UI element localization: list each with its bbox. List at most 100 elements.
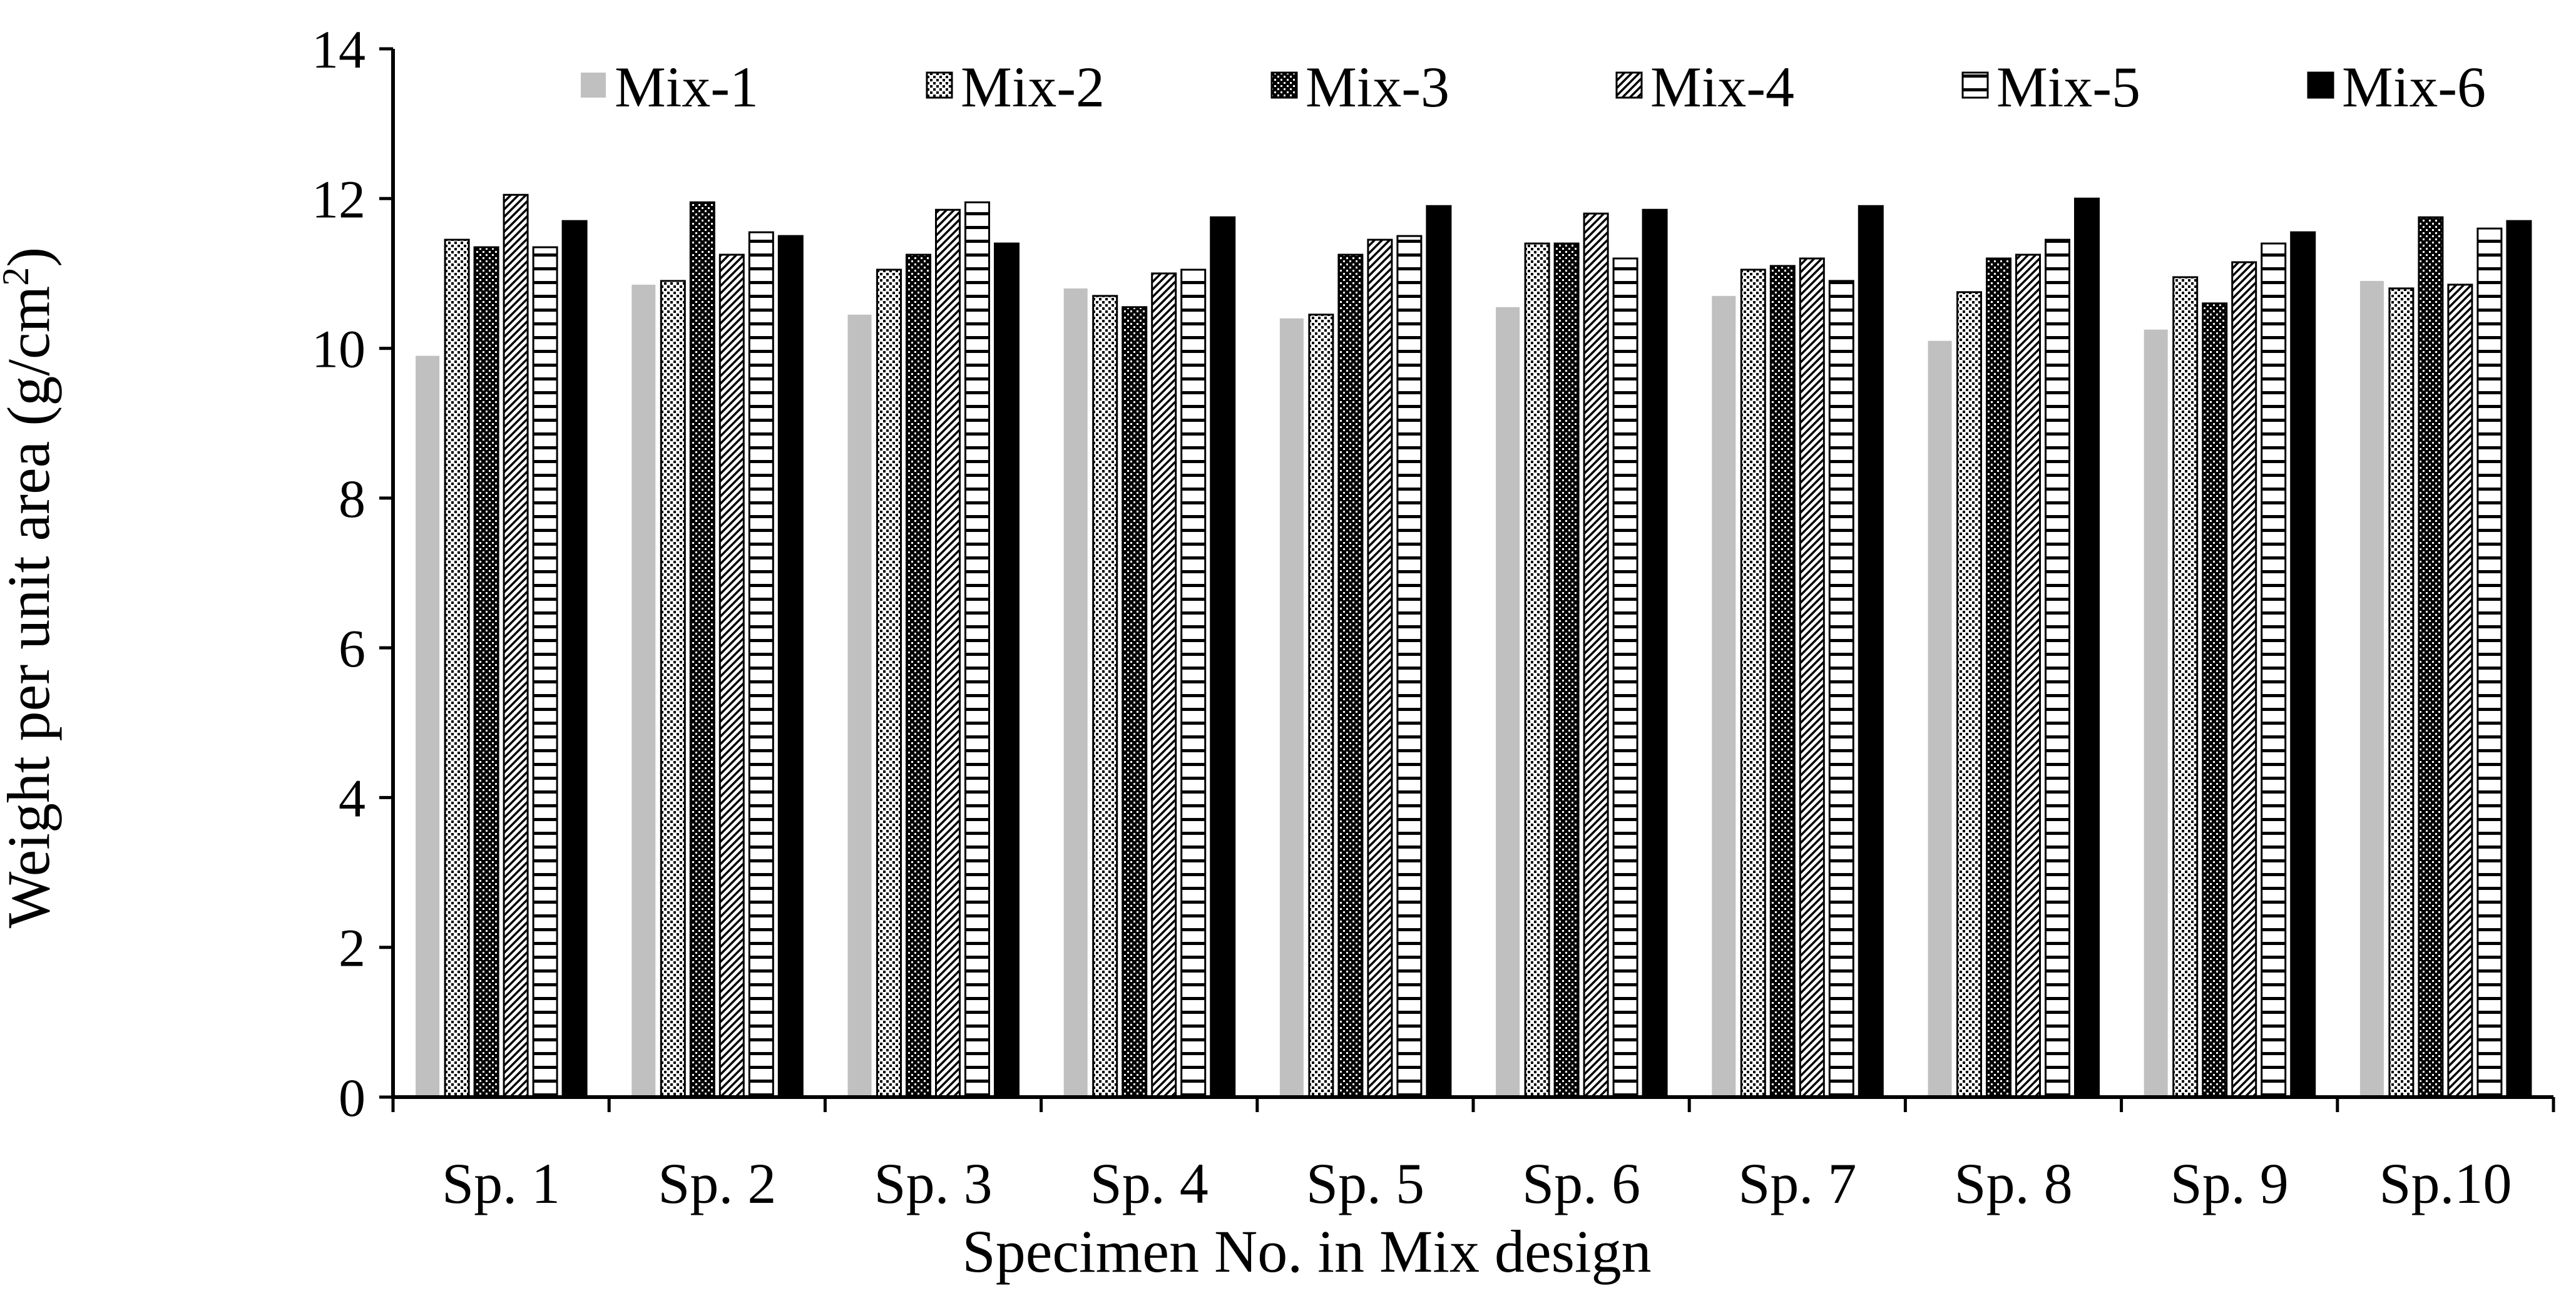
bar-mix-6-1 (561, 220, 588, 1098)
y-axis-title: Weight per unit area (g/cm2) (0, 247, 62, 928)
bar-mix-5-2 (748, 231, 774, 1098)
bar-mix-5-10 (2476, 227, 2503, 1098)
bar-mix-5-6 (1612, 257, 1638, 1098)
bar-mix-6-9 (2290, 231, 2316, 1098)
x-tick-label: Sp. 5 (1306, 1152, 1424, 1215)
x-axis-ticks: Sp. 1 Sp. 2 Sp. 3 Sp. 4 Sp. 5 Sp. 6 Sp. 7 Sp. 8… (391, 1097, 2555, 1215)
bar-mix-3-6 (1553, 242, 1580, 1098)
x-axis-title: Specimen No. in Mix design (962, 1218, 1651, 1285)
bar-mix-2-3 (876, 268, 902, 1098)
legend-label-mix-4: Mix-4 (1650, 55, 1794, 119)
bar-mix-1-1 (416, 355, 440, 1098)
bar-mix-5-1 (532, 246, 558, 1098)
legend-swatch-mix-6 (2307, 71, 2334, 99)
y-tick-label: 14 (312, 19, 365, 79)
legend-label-mix-1: Mix-1 (615, 55, 759, 119)
bar-mix-6-5 (1426, 205, 1452, 1098)
bar-mix-1-8 (1928, 340, 1952, 1097)
x-tick-label: Sp. 9 (2170, 1152, 2289, 1215)
bar-mix-4-5 (1367, 238, 1393, 1098)
bar-mix-4-8 (2015, 253, 2041, 1098)
legend-swatch-mix-1 (581, 73, 606, 98)
y-tick-label: 6 (339, 618, 365, 678)
bar-mix-6-3 (994, 242, 1020, 1098)
bar-mix-4-10 (2447, 284, 2473, 1098)
bar-mix-4-9 (2231, 261, 2257, 1098)
legend-label-mix-3: Mix-3 (1306, 55, 1449, 119)
bar-mix-6-8 (2074, 197, 2100, 1098)
bar-mix-3-2 (689, 201, 715, 1098)
y-tick-label: 0 (339, 1068, 365, 1128)
bar-mix-5-3 (964, 201, 990, 1098)
bar-mix-3-10 (2418, 216, 2444, 1098)
x-tick-label: Sp. 3 (874, 1152, 992, 1215)
legend-swatch-mix-4 (1615, 71, 1643, 99)
bar-mix-6-10 (2506, 220, 2532, 1098)
bar-mix-4-2 (718, 253, 745, 1098)
y-axis-ticks: 0 2 4 6 8 10 12 14 (312, 19, 393, 1128)
legend-label-mix-6: Mix-6 (2342, 55, 2486, 119)
bar-mix-4-7 (1799, 257, 1825, 1098)
y-tick-label: 8 (339, 469, 365, 529)
bar-mix-2-10 (2388, 287, 2415, 1098)
bar-mix-1-6 (1496, 307, 1520, 1098)
legend-swatch-mix-5 (1961, 71, 1989, 99)
y-axis-title-text: Weight per unit area (g/cm (0, 286, 62, 929)
y-tick-label: 12 (312, 169, 365, 229)
y-tick-label: 2 (339, 918, 365, 978)
y-axis-title-end: ) (0, 247, 62, 267)
legend-swatch-mix-3 (1270, 71, 1298, 99)
y-axis-title-superscript: 2 (0, 267, 36, 286)
y-tick-label: 4 (339, 768, 365, 828)
bar-mix-5-7 (1828, 280, 1854, 1098)
bar-mix-1-9 (2144, 329, 2168, 1098)
bar-mix-2-1 (444, 238, 470, 1098)
bar-mix-3-7 (1769, 265, 1796, 1098)
y-tick-label: 10 (312, 319, 365, 379)
bar-mix-4-3 (935, 208, 961, 1098)
x-tick-label: Sp.10 (2379, 1152, 2512, 1215)
legend-label-mix-5: Mix-5 (1996, 55, 2140, 119)
x-tick-label: Sp. 2 (658, 1152, 776, 1215)
bar-mix-1-7 (1712, 295, 1736, 1098)
bar-mix-3-4 (1122, 306, 1148, 1098)
bar-mix-3-9 (2202, 302, 2228, 1098)
bar-mix-3-1 (473, 246, 499, 1098)
bar-mix-4-6 (1583, 212, 1609, 1098)
x-tick-label: Sp. 7 (1738, 1152, 1856, 1215)
legend: Mix-1 Mix-2 Mix-3 Mix-4 Mix-5 Mix-6 (581, 55, 2486, 119)
bar-mix-6-6 (1642, 208, 1668, 1098)
bar-mix-1-3 (847, 314, 872, 1097)
bar-mix-1-10 (2359, 280, 2384, 1098)
bar-mix-5-5 (1396, 235, 1423, 1098)
x-tick-label: Sp. 6 (1522, 1152, 1640, 1215)
legend-label-mix-2: Mix-2 (961, 55, 1105, 119)
bar-mix-6-4 (1210, 216, 1236, 1098)
bar-mix-2-7 (1740, 268, 1766, 1098)
legend-swatch-mix-2 (926, 71, 953, 99)
bar-mix-1-2 (631, 284, 656, 1097)
bar-mix-5-8 (2045, 238, 2070, 1098)
bar-mix-5-4 (1180, 268, 1207, 1098)
bar-mix-6-7 (1858, 205, 1884, 1098)
bar-mix-3-8 (1986, 257, 2011, 1098)
x-tick-label: Sp. 1 (442, 1152, 560, 1215)
bar-mix-2-4 (1092, 295, 1118, 1098)
x-tick-label: Sp. 4 (1090, 1152, 1209, 1215)
bar-mix-4-4 (1151, 272, 1177, 1098)
bar-mix-4-1 (503, 193, 529, 1098)
bar-mix-3-3 (906, 253, 931, 1098)
bar-mix-2-5 (1308, 314, 1334, 1098)
bar-mix-2-8 (1956, 291, 1982, 1098)
bar-mix-2-2 (660, 280, 686, 1098)
bar-mix-1-4 (1063, 288, 1088, 1097)
axes (391, 49, 2553, 1099)
plot-bars (416, 193, 2532, 1098)
bar-mix-1-5 (1279, 318, 1304, 1097)
bar-mix-5-9 (2261, 242, 2287, 1098)
bar-mix-2-9 (2172, 276, 2199, 1098)
bar-mix-3-5 (1337, 253, 1364, 1098)
x-tick-label: Sp. 8 (1954, 1152, 2072, 1215)
bar-mix-2-6 (1524, 242, 1550, 1098)
